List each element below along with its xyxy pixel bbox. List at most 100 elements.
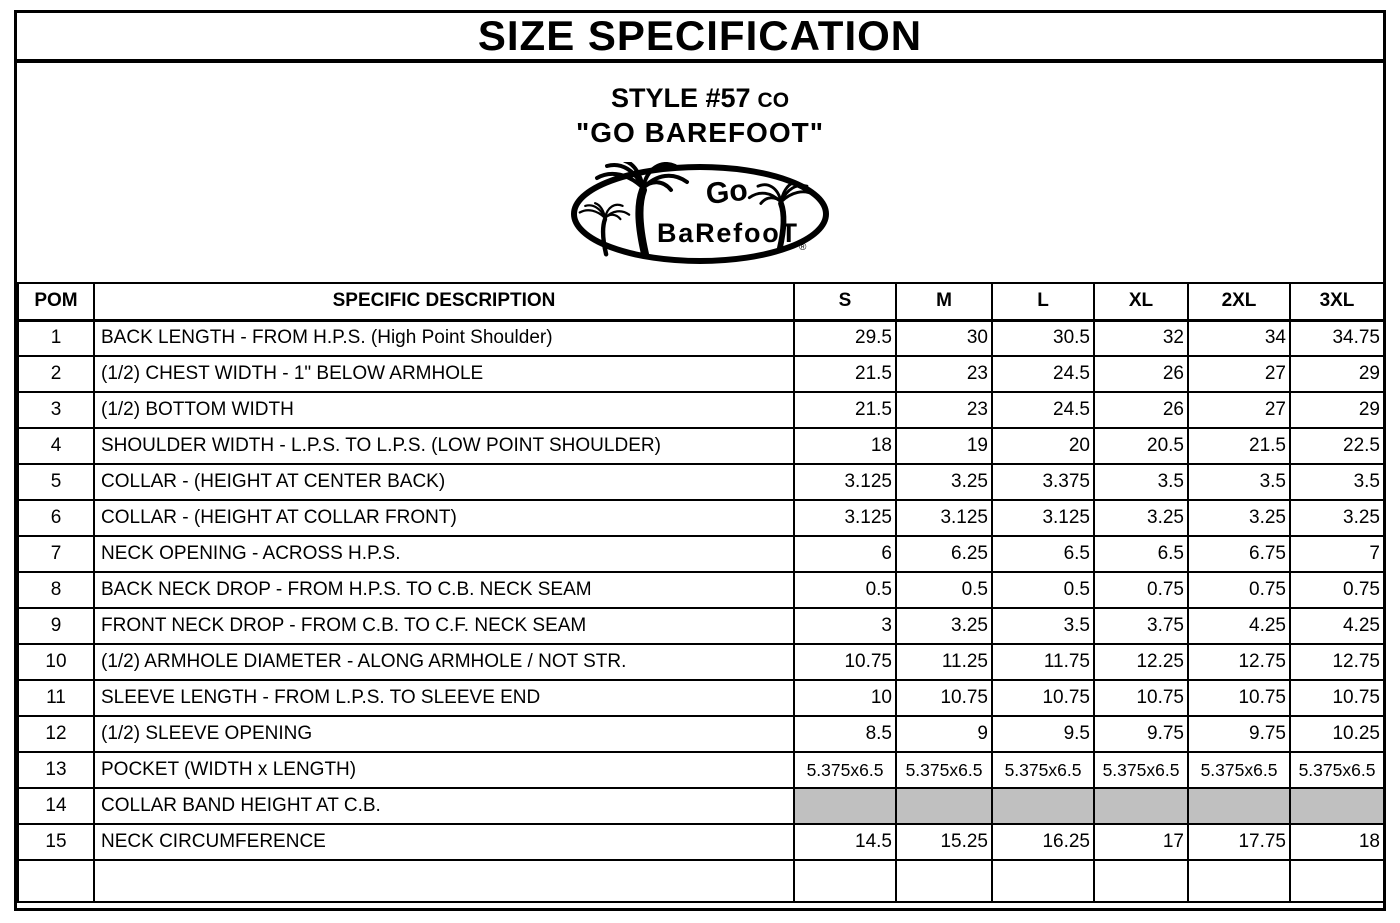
logo-ellipse: [571, 164, 829, 264]
size-value-cell: 10.75: [991, 679, 1095, 717]
table-row: 8 BACK NECK DROP - FROM H.P.S. TO C.B. NE…: [17, 571, 1385, 609]
pom-cell: 15: [17, 823, 95, 861]
size-value-cell: 0.75: [1187, 571, 1291, 609]
size-value-cell: 3.25: [895, 463, 993, 501]
pom-cell: 14: [17, 787, 95, 825]
pom-cell: 12: [17, 715, 95, 753]
table-header-row: POM SPECIFIC DESCRIPTION S M L XL 2XL 3X…: [17, 282, 1385, 322]
pom-cell: 3: [17, 391, 95, 429]
size-value-cell: 10.75: [1093, 679, 1189, 717]
size-value-cell: 29: [1289, 391, 1385, 429]
description-cell: COLLAR BAND HEIGHT AT C.B.: [93, 787, 795, 825]
size-spec-table: POM SPECIFIC DESCRIPTION S M L XL 2XL 3X…: [17, 282, 1385, 903]
size-value-cell: 27: [1187, 355, 1291, 393]
table-row: 5 COLLAR - (HEIGHT AT CENTER BACK) 3.125 3.…: [17, 463, 1385, 501]
pom-cell: 6: [17, 499, 95, 537]
pom-cell: 8: [17, 571, 95, 609]
size-value-cell: 3.25: [1289, 499, 1385, 537]
size-value-cell: [1187, 787, 1291, 825]
size-value-cell: [1093, 859, 1189, 903]
size-value-cell: 26: [1093, 391, 1189, 429]
header-size-3xl: 3XL: [1289, 282, 1385, 322]
logo-word-top: Go: [704, 174, 749, 211]
size-value-cell: 15.25: [895, 823, 993, 861]
size-value-cell: 0.5: [793, 571, 897, 609]
table-row: [17, 859, 1385, 903]
size-value-cell: 19: [895, 427, 993, 465]
size-value-cell: 29.5: [793, 319, 897, 357]
size-value-cell: 23: [895, 391, 993, 429]
size-value-cell: 3.25: [1187, 499, 1291, 537]
size-value-cell: 3.125: [793, 499, 897, 537]
size-value-cell: 5.375x6.5: [991, 751, 1095, 789]
size-value-cell: 16.25: [991, 823, 1095, 861]
description-cell: (1/2) SLEEVE OPENING: [93, 715, 795, 753]
size-value-cell: 4.25: [1289, 607, 1385, 645]
registered-mark-icon: ®: [799, 242, 807, 253]
page-title: SIZE SPECIFICATION: [477, 12, 923, 59]
description-cell: COLLAR - (HEIGHT AT COLLAR FRONT): [93, 499, 795, 537]
pom-cell: 4: [17, 427, 95, 465]
size-value-cell: 30: [895, 319, 993, 357]
size-value-cell: 21.5: [1187, 427, 1291, 465]
size-value-cell: 10.75: [1289, 679, 1385, 717]
size-value-cell: 11.75: [991, 643, 1095, 681]
header-description: SPECIFIC DESCRIPTION: [93, 282, 795, 322]
description-cell: POCKET (WIDTH x LENGTH): [93, 751, 795, 789]
size-value-cell: 34: [1187, 319, 1291, 357]
size-value-cell: 3.125: [895, 499, 993, 537]
size-value-cell: 17.75: [1187, 823, 1291, 861]
size-value-cell: 27: [1187, 391, 1291, 429]
size-value-cell: 6.25: [895, 535, 993, 573]
pom-cell: 11: [17, 679, 95, 717]
description-cell: SHOULDER WIDTH - L.P.S. TO L.P.S. (LOW P…: [93, 427, 795, 465]
size-value-cell: 11.25: [895, 643, 993, 681]
size-value-cell: 32: [1093, 319, 1189, 357]
size-value-cell: [793, 859, 897, 903]
size-value-cell: [895, 787, 993, 825]
size-value-cell: 20.5: [1093, 427, 1189, 465]
size-value-cell: 17: [1093, 823, 1189, 861]
description-cell: NECK CIRCUMFERENCE: [93, 823, 795, 861]
title-bar: SIZE SPECIFICATION: [17, 12, 1383, 63]
size-value-cell: 3.75: [1093, 607, 1189, 645]
description-cell: (1/2) BOTTOM WIDTH: [93, 391, 795, 429]
header-size-l: L: [991, 282, 1095, 322]
size-value-cell: 6.75: [1187, 535, 1291, 573]
size-value-cell: 12.75: [1289, 643, 1385, 681]
size-value-cell: 18: [1289, 823, 1385, 861]
size-value-cell: 10.25: [1289, 715, 1385, 753]
size-value-cell: 21.5: [793, 355, 897, 393]
size-value-cell: 3: [793, 607, 897, 645]
logo-word-bottom: BaRefooT: [657, 218, 798, 248]
size-value-cell: 0.75: [1289, 571, 1385, 609]
size-value-cell: 0.75: [1093, 571, 1189, 609]
description-cell: (1/2) CHEST WIDTH - 1" BELOW ARMHOLE: [93, 355, 795, 393]
size-value-cell: 5.375x6.5: [1093, 751, 1189, 789]
pom-cell: 2: [17, 355, 95, 393]
size-value-cell: 3.5: [1093, 463, 1189, 501]
table-row: 1 BACK LENGTH - FROM H.P.S. (High Point S…: [17, 319, 1385, 357]
table-row: 10 (1/2) ARMHOLE DIAMETER - ALONG ARMHOLE…: [17, 643, 1385, 681]
size-value-cell: 8.5: [793, 715, 897, 753]
size-value-cell: 12.75: [1187, 643, 1291, 681]
size-value-cell: 3.5: [991, 607, 1095, 645]
pom-cell: 9: [17, 607, 95, 645]
size-value-cell: 3.125: [793, 463, 897, 501]
size-value-cell: [1289, 859, 1385, 903]
header-size-2xl: 2XL: [1187, 282, 1291, 322]
size-value-cell: [991, 859, 1095, 903]
size-value-cell: 9.75: [1187, 715, 1291, 753]
description-cell: FRONT NECK DROP - FROM C.B. TO C.F. NECK…: [93, 607, 795, 645]
size-value-cell: 10.75: [1187, 679, 1291, 717]
size-value-cell: 12.25: [1093, 643, 1189, 681]
size-value-cell: 10.75: [793, 643, 897, 681]
size-value-cell: 10.75: [895, 679, 993, 717]
size-value-cell: 24.5: [991, 355, 1095, 393]
size-value-cell: [793, 787, 897, 825]
pom-cell: 10: [17, 643, 95, 681]
table-row: 4 SHOULDER WIDTH - L.P.S. TO L.P.S. (LOW …: [17, 427, 1385, 465]
size-value-cell: [895, 859, 993, 903]
subheader: STYLE #57 CO "GO BAREFOOT": [17, 63, 1383, 282]
size-value-cell: 9.75: [1093, 715, 1189, 753]
